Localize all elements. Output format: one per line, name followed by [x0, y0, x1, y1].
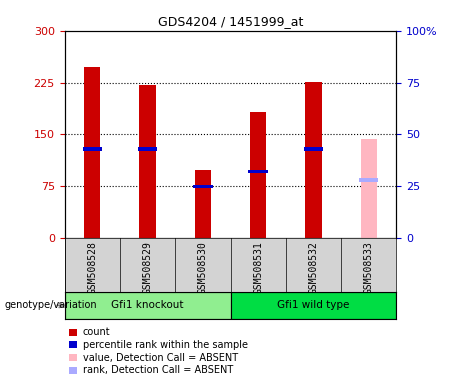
- Bar: [304, 147, 323, 151]
- Bar: [248, 170, 268, 174]
- Text: GSM508528: GSM508528: [87, 241, 97, 294]
- Title: GDS4204 / 1451999_at: GDS4204 / 1451999_at: [158, 15, 303, 28]
- Text: percentile rank within the sample: percentile rank within the sample: [83, 340, 248, 350]
- Text: genotype/variation: genotype/variation: [5, 300, 97, 310]
- Bar: [139, 84, 156, 238]
- Text: GSM508533: GSM508533: [364, 241, 374, 294]
- Bar: [305, 82, 322, 238]
- Bar: [83, 147, 102, 151]
- Bar: [195, 170, 211, 238]
- Bar: [65, 292, 230, 319]
- Text: Gfi1 knockout: Gfi1 knockout: [111, 300, 184, 310]
- Bar: [250, 112, 266, 238]
- Text: GSM508531: GSM508531: [253, 241, 263, 294]
- Text: GSM508529: GSM508529: [142, 241, 153, 294]
- Bar: [84, 67, 100, 238]
- Bar: [138, 147, 157, 151]
- Text: GSM508530: GSM508530: [198, 241, 208, 294]
- Text: value, Detection Call = ABSENT: value, Detection Call = ABSENT: [83, 353, 238, 362]
- Bar: [193, 185, 213, 188]
- Bar: [230, 292, 396, 319]
- Text: rank, Detection Call = ABSENT: rank, Detection Call = ABSENT: [83, 365, 233, 375]
- Bar: [359, 178, 378, 182]
- Text: Gfi1 wild type: Gfi1 wild type: [278, 300, 349, 310]
- Text: GSM508532: GSM508532: [308, 241, 319, 294]
- Text: count: count: [83, 327, 111, 337]
- Bar: [361, 139, 377, 238]
